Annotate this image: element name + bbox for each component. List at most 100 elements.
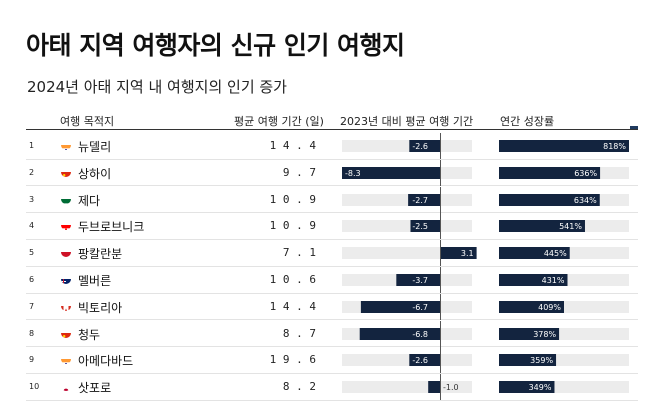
destination-name: 아메다바드	[78, 354, 134, 369]
rank-number: 2	[29, 167, 35, 177]
average-stay-value: 1 0 . 6	[269, 273, 316, 286]
growth-label: 349%	[529, 383, 552, 392]
zero-line	[440, 347, 441, 374]
zero-line	[440, 320, 441, 347]
change-track	[342, 354, 472, 367]
change-bar	[408, 193, 440, 206]
table-row: 3 제다 1 0 . 9 -2.7 634%	[26, 186, 638, 214]
change-label: -8.3	[345, 169, 361, 178]
row-divider	[26, 212, 638, 214]
row-divider	[26, 319, 638, 321]
average-stay-value: 1 4 . 4	[269, 299, 316, 313]
change-track	[342, 220, 472, 233]
zero-line	[440, 186, 441, 213]
zero-line	[440, 159, 441, 186]
growth-bar	[499, 193, 600, 206]
average-stay-value: 1 0 . 9	[269, 192, 316, 206]
croatia-flag-icon	[61, 220, 71, 231]
china-flag-icon	[61, 328, 71, 338]
table-row: 4 두브로브니크 1 0 . 9 -2.5 541%	[26, 213, 638, 241]
change-bar	[440, 247, 477, 260]
zero-line	[440, 374, 441, 401]
growth-label: 359%	[530, 356, 553, 365]
rank-number: 5	[29, 248, 35, 258]
header-change: 2023년 대비 평균 여행 기간	[340, 115, 474, 128]
zero-line	[440, 240, 441, 267]
saudi-flag-icon	[61, 194, 71, 204]
header-stay: 평균 여행 기간 (일)	[234, 115, 324, 128]
average-stay-value: 1 9 . 6	[269, 353, 316, 367]
row-divider	[26, 292, 638, 294]
row-bars: -2.6 359%	[342, 347, 629, 374]
rank-number: 7	[29, 301, 35, 311]
destination-name: 청두	[78, 327, 101, 342]
destination-name: 제다	[78, 193, 101, 208]
table-row: 6 멜버른 1 0 . 6 -3.7 431%	[26, 267, 638, 294]
change-label: -6.7	[412, 303, 428, 312]
row-bars: -6.7 409%	[342, 293, 629, 320]
change-track	[342, 247, 472, 260]
chart-title: 아태 지역 여행자의 신규 인기 여행지	[26, 31, 405, 60]
row-divider	[26, 373, 638, 375]
change-track	[342, 140, 472, 152]
growth-bar	[499, 274, 568, 286]
change-bar	[360, 300, 440, 313]
change-bar	[409, 140, 440, 152]
change-label: -2.7	[412, 196, 428, 205]
row-bars: -3.7 431%	[342, 267, 629, 293]
australia-flag-icon	[61, 274, 71, 284]
average-stay-value: 9 . 7	[282, 165, 316, 179]
rank-number: 4	[29, 221, 35, 231]
table-row: 8 청두 8 . 7 -6.8 378%	[26, 320, 638, 348]
row-bars: 3.1 445%	[342, 240, 629, 267]
row-bars: -8.3 636%	[342, 159, 629, 186]
destination-name: 빅토리아	[78, 300, 123, 315]
table-row: 5 팡칼란분 7 . 1 3.1 445%	[26, 240, 638, 267]
table-row: 9 아메다바드 1 9 . 6 -2.6 359%	[26, 347, 638, 375]
growth-label: 445%	[544, 249, 567, 258]
chart-subtitle: 2024년 아태 지역 내 여행지의 인기 증가	[27, 78, 287, 96]
header-growth: 연간 성장률	[500, 115, 555, 128]
row-bars: -2.5 541%	[342, 213, 629, 240]
growth-bar	[499, 220, 585, 233]
change-bar	[342, 166, 440, 179]
growth-bar	[499, 300, 564, 313]
growth-bar	[499, 354, 557, 367]
row-divider	[26, 158, 638, 160]
average-stay-value: 1 0 . 9	[269, 219, 316, 233]
change-track	[342, 193, 472, 206]
row-divider	[26, 185, 638, 187]
canada-flag-icon	[61, 301, 71, 311]
destination-name: 멜버른	[78, 274, 112, 288]
change-label: 3.1	[461, 249, 474, 258]
destination-name: 삿포로	[78, 381, 112, 396]
rank-number: 1	[29, 141, 35, 150]
average-stay-value: 7 . 1	[282, 246, 316, 260]
rank-number: 6	[29, 275, 35, 284]
rank-number: 9	[29, 355, 35, 365]
japan-flag-icon	[61, 381, 71, 392]
growth-bar	[499, 247, 570, 260]
india-flag-icon	[61, 140, 71, 150]
table-row: 1 뉴델리 1 4 . 4 -2.6 818%	[26, 133, 638, 160]
growth-bar	[499, 381, 555, 394]
zero-line	[440, 293, 441, 320]
change-label: -2.6	[412, 142, 428, 151]
destination-name: 두브로브니크	[78, 220, 145, 235]
row-bars: -6.8 378%	[342, 320, 629, 347]
table-row: 10 삿포로 8 . 2 -1.0 349%	[26, 374, 638, 401]
average-stay-value: 1 4 . 4	[269, 139, 316, 152]
change-label: -3.7	[412, 276, 428, 285]
change-label: -2.5	[412, 222, 428, 231]
destination-name: 뉴델리	[78, 140, 112, 154]
change-label: -6.8	[412, 330, 428, 339]
row-bars: -1.0 349%	[342, 374, 629, 401]
change-bar	[396, 274, 440, 286]
growth-label: 634%	[574, 196, 597, 205]
change-label: -2.6	[412, 356, 428, 365]
header-accent	[630, 126, 638, 129]
row-divider	[26, 346, 638, 348]
average-stay-value: 8 . 7	[282, 326, 316, 340]
growth-label: 378%	[533, 330, 556, 339]
growth-label: 409%	[538, 303, 561, 312]
